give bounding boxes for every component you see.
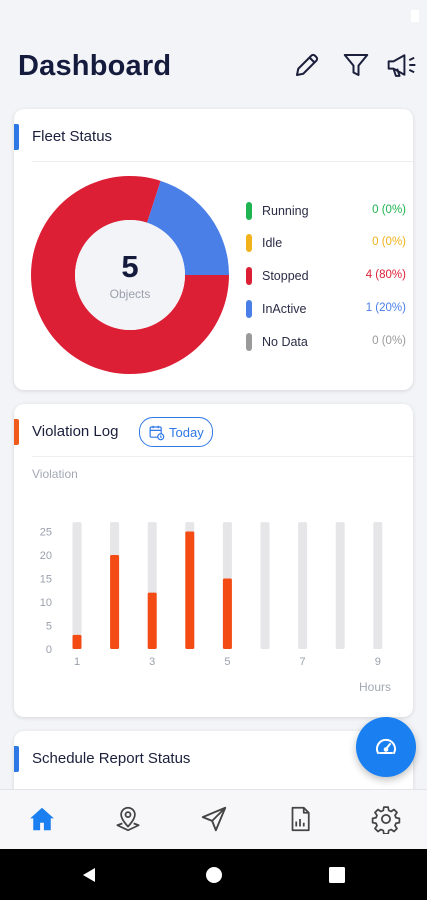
map-pin-icon[interactable] xyxy=(113,804,143,834)
legend-item-idle: Idle 0 (0%) xyxy=(246,233,406,253)
y-tick-label: 15 xyxy=(40,574,52,586)
legend-value: 0 (0%) xyxy=(372,335,406,347)
x-tick-label: 1 xyxy=(74,656,80,668)
divider xyxy=(32,456,413,457)
donut-center: 5 Objects xyxy=(78,249,182,301)
bar-track xyxy=(373,522,383,649)
home-button-icon[interactable] xyxy=(205,866,223,884)
donut-hole xyxy=(75,220,185,330)
bottom-navigation xyxy=(0,789,427,849)
status-bar xyxy=(0,0,427,30)
card-header: Fleet Status xyxy=(14,109,413,161)
edit-icon[interactable] xyxy=(292,50,322,80)
legend-value: 0 (0%) xyxy=(372,236,406,248)
legend-swatch xyxy=(246,267,252,285)
card-header: Violation Log Today xyxy=(14,404,413,456)
filter-icon[interactable] xyxy=(341,50,371,80)
date-filter-button[interactable]: Today xyxy=(139,417,213,447)
legend-label: Idle xyxy=(262,236,283,250)
legend-swatch xyxy=(246,300,252,318)
back-icon[interactable] xyxy=(80,866,98,884)
page-title: Dashboard xyxy=(18,50,172,82)
donut-slice-stopped[interactable] xyxy=(30,175,229,374)
speedometer-icon xyxy=(376,738,396,754)
violation-log-card: Violation Log Today Violation 25 20 15 10 5 0 1… xyxy=(14,404,413,717)
app-header: Dashboard xyxy=(0,30,427,105)
legend-value: 4 (80%) xyxy=(365,269,406,281)
divider xyxy=(32,161,413,162)
violation-bar-chart[interactable]: Violation 25 20 15 10 5 0 1 3 5 7 9 Hours xyxy=(14,457,413,712)
y-tick-label: 0 xyxy=(46,644,52,656)
legend-item-stopped: Stopped 4 (80%) xyxy=(246,266,406,286)
total-label: Objects xyxy=(109,287,151,301)
legend-label: InActive xyxy=(262,302,307,316)
megaphone-icon[interactable] xyxy=(385,50,419,80)
card-title: Schedule Report Status xyxy=(32,750,191,767)
legend-item-no-data: No Data 0 (0%) xyxy=(246,332,406,352)
legend-label: Stopped xyxy=(262,269,309,283)
report-icon[interactable] xyxy=(285,804,315,834)
legend-value: 0 (0%) xyxy=(372,204,406,216)
bar-track xyxy=(335,522,345,649)
legend-label: No Data xyxy=(262,335,308,349)
card-accent xyxy=(14,419,19,445)
y-tick-label: 5 xyxy=(46,621,52,633)
system-navigation-bar xyxy=(0,849,427,900)
y-tick-label: 10 xyxy=(40,597,52,609)
donut-slice-inactive[interactable] xyxy=(146,180,229,275)
legend-swatch xyxy=(246,202,252,220)
battery-icon xyxy=(411,10,419,22)
card-title: Violation Log xyxy=(32,423,119,440)
fleet-status-card: Fleet Status 5 Objects Running 0 (0%) Id… xyxy=(14,109,413,390)
bar-track xyxy=(72,522,82,649)
x-tick-label: 7 xyxy=(300,656,306,668)
card-header: Schedule Report Status xyxy=(14,731,413,783)
home-icon[interactable] xyxy=(27,804,57,834)
legend-item-running: Running 0 (0%) xyxy=(246,201,406,221)
y-axis-label: Violation xyxy=(32,467,78,481)
calendar-icon xyxy=(149,425,165,441)
x-tick-label: 9 xyxy=(375,656,381,668)
recents-icon[interactable] xyxy=(329,867,345,883)
bar-track xyxy=(260,522,270,649)
date-filter-label: Today xyxy=(169,425,204,440)
x-axis-label: Hours xyxy=(359,680,391,694)
bar-hour-1 xyxy=(72,634,82,649)
dashboard-fab-button[interactable] xyxy=(356,717,416,777)
bar-hour-4 xyxy=(185,531,195,649)
navigate-icon[interactable] xyxy=(199,804,229,834)
legend-swatch xyxy=(246,333,252,351)
x-tick-label: 3 xyxy=(149,656,155,668)
legend-label: Running xyxy=(262,204,309,218)
y-tick-label: 25 xyxy=(40,527,52,539)
card-accent xyxy=(14,124,19,150)
bar-hour-2 xyxy=(110,555,120,649)
x-tick-label: 5 xyxy=(224,656,230,668)
fleet-donut-chart[interactable] xyxy=(25,170,235,380)
card-accent xyxy=(14,746,19,772)
legend-swatch xyxy=(246,234,252,252)
total-count: 5 xyxy=(121,249,139,284)
bar-track xyxy=(298,522,308,649)
card-title: Fleet Status xyxy=(32,128,113,145)
legend-value: 1 (20%) xyxy=(365,302,406,314)
bar-hour-5 xyxy=(222,578,232,649)
settings-icon[interactable] xyxy=(371,804,401,835)
legend-item-inactive: InActive 1 (20%) xyxy=(246,299,406,319)
bar-hour-3 xyxy=(147,592,157,649)
y-tick-label: 20 xyxy=(40,550,52,562)
